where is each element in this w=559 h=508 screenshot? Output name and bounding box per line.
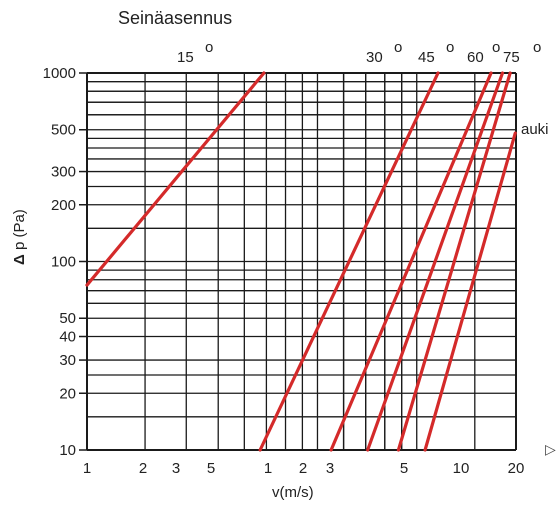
series-line — [423, 131, 517, 452]
y-tick-label: 500 — [51, 122, 76, 139]
x-tick-label: 1 — [264, 460, 272, 477]
series-label: 15 — [177, 49, 194, 66]
y-tick-label: 200 — [51, 197, 76, 214]
series-label: 30 — [366, 49, 383, 66]
x-tick-label: 20 — [508, 460, 525, 477]
y-tick-label: 40 — [59, 329, 76, 346]
degree-mark: o — [394, 39, 402, 56]
x-tick-label: 3 — [172, 460, 180, 477]
degree-mark: o — [446, 39, 454, 56]
series-label: 75 — [503, 49, 520, 66]
x-tick-label: 5 — [207, 460, 215, 477]
y-tick-label: 50 — [59, 310, 76, 327]
series-line — [396, 71, 512, 452]
x-tick-label: 10 — [453, 460, 470, 477]
degree-mark: o — [205, 39, 213, 56]
series-line — [366, 71, 505, 452]
degree-mark: o — [533, 39, 541, 56]
series-line — [85, 71, 266, 287]
chart-title: Seinäasennus — [118, 8, 233, 28]
series-line — [329, 71, 493, 452]
degree-mark: o — [492, 39, 500, 56]
y-tick-label: 20 — [59, 385, 76, 402]
x-tick-label: 5 — [400, 460, 408, 477]
y-tick-label: 1000 — [43, 65, 76, 82]
x-tick-label: 3 — [326, 460, 334, 477]
series-label: auki — [521, 121, 549, 138]
y-tick-label: 300 — [51, 164, 76, 181]
x-tick-label: 2 — [299, 460, 307, 477]
series-label: 45 — [418, 49, 435, 66]
play-arrow-icon: ▷ — [545, 441, 556, 457]
series-label: 60 — [467, 49, 484, 66]
x-tick-label: 2 — [139, 460, 147, 477]
x-axis-label: v(m/s) — [272, 484, 314, 501]
y-tick-label: 30 — [59, 352, 76, 369]
series-line — [258, 71, 440, 452]
y-tick-label: 10 — [59, 442, 76, 459]
x-tick-label: 1 — [83, 460, 91, 477]
y-tick-label: 100 — [51, 254, 76, 271]
